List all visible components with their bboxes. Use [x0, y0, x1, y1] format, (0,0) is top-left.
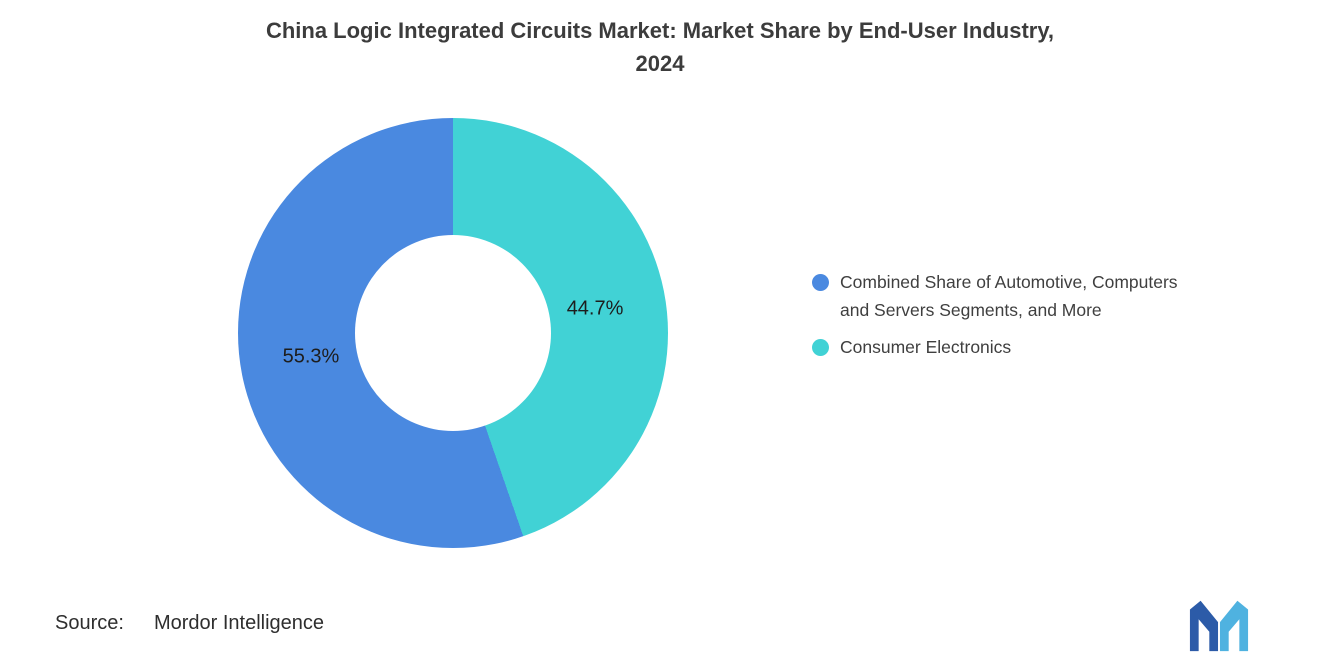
logo-right-mark	[1219, 600, 1249, 652]
chart-legend: Combined Share of Automotive, Computers …	[812, 268, 1302, 370]
source-attribution: Source: Mordor Intelligence	[55, 612, 324, 635]
legend-label: Combined Share of Automotive, Computers …	[840, 268, 1178, 324]
legend-item-combined-share: Combined Share of Automotive, Computers …	[812, 268, 1302, 324]
source-value: Mordor Intelligence	[153, 612, 325, 634]
legend-label-line: Combined Share of Automotive, Computers	[840, 272, 1178, 292]
legend-label-line: Consumer Electronics	[840, 337, 1012, 357]
legend-label: Consumer Electronics	[840, 333, 1011, 361]
slice-label: 55.3%	[282, 345, 340, 368]
logo-m-mark	[1189, 600, 1249, 652]
chart-title: China Logic Integrated Circuits Market: …	[0, 14, 1320, 80]
slice-label: 44.7%	[566, 297, 624, 320]
mordor-intelligence-logo	[1188, 598, 1250, 652]
donut-chart: 44.7% 55.3%	[238, 118, 668, 548]
donut-hole	[355, 235, 551, 431]
legend-label-line: and Servers Segments, and More	[840, 300, 1102, 320]
chart-title-line1: China Logic Integrated Circuits Market: …	[265, 18, 1055, 43]
source-label: Source:	[55, 612, 124, 634]
legend-marker-teal	[812, 339, 829, 356]
logo-left-mark	[1189, 600, 1219, 652]
chart-title-line2: 2024	[635, 51, 685, 76]
legend-marker-blue	[812, 274, 829, 291]
legend-item-consumer-electronics: Consumer Electronics	[812, 333, 1302, 361]
